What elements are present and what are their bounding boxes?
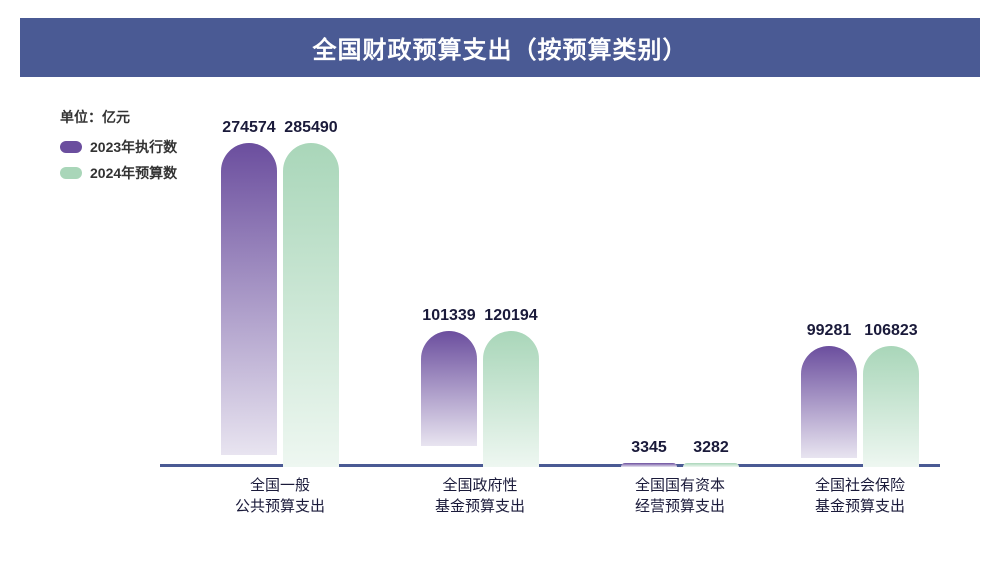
- x-axis-label: 全国国有资本 经营预算支出: [600, 475, 760, 517]
- x-axis-label: 全国政府性 基金预算支出: [400, 475, 560, 517]
- bar-group: 274574285490: [200, 143, 360, 467]
- bar-series1: 101339: [421, 331, 477, 446]
- bar-series1: 3345: [621, 463, 677, 467]
- chart-title: 全国财政预算支出（按预算类别）: [20, 18, 980, 77]
- bar-value: 3282: [693, 439, 729, 457]
- bar-value: 285490: [284, 119, 337, 137]
- bar-value: 120194: [484, 307, 537, 325]
- bar-series1: 99281: [801, 346, 857, 459]
- bar-series2: 285490: [283, 143, 339, 467]
- bar-value: 274574: [222, 119, 275, 137]
- x-axis-label: 全国一般 公共预算支出: [200, 475, 360, 517]
- bar-series2: 120194: [483, 331, 539, 467]
- x-axis-labels: 全国一般 公共预算支出全国政府性 基金预算支出全国国有资本 经营预算支出全国社会…: [160, 475, 940, 525]
- bar-value: 106823: [864, 322, 917, 340]
- bar-series2: 3282: [683, 463, 739, 467]
- bar-group: 3345 3282: [600, 463, 760, 467]
- bar-value: 101339: [422, 307, 475, 325]
- legend-swatch-1: [60, 141, 82, 153]
- chart-area: 单位：亿元 2023年执行数 2024年预算数 2745742854901013…: [40, 97, 960, 537]
- plot-area: 2745742854901013391201943345328299281106…: [160, 97, 940, 467]
- bar-value: 3345: [631, 439, 667, 457]
- bar-series1: 274574: [221, 143, 277, 454]
- bar-value: 99281: [807, 322, 852, 340]
- bar-series2: 106823: [863, 346, 919, 467]
- legend-swatch-2: [60, 167, 82, 179]
- bar-group: 101339120194: [400, 331, 560, 467]
- x-axis-label: 全国社会保险 基金预算支出: [780, 475, 940, 517]
- bar-group: 99281106823: [780, 346, 940, 467]
